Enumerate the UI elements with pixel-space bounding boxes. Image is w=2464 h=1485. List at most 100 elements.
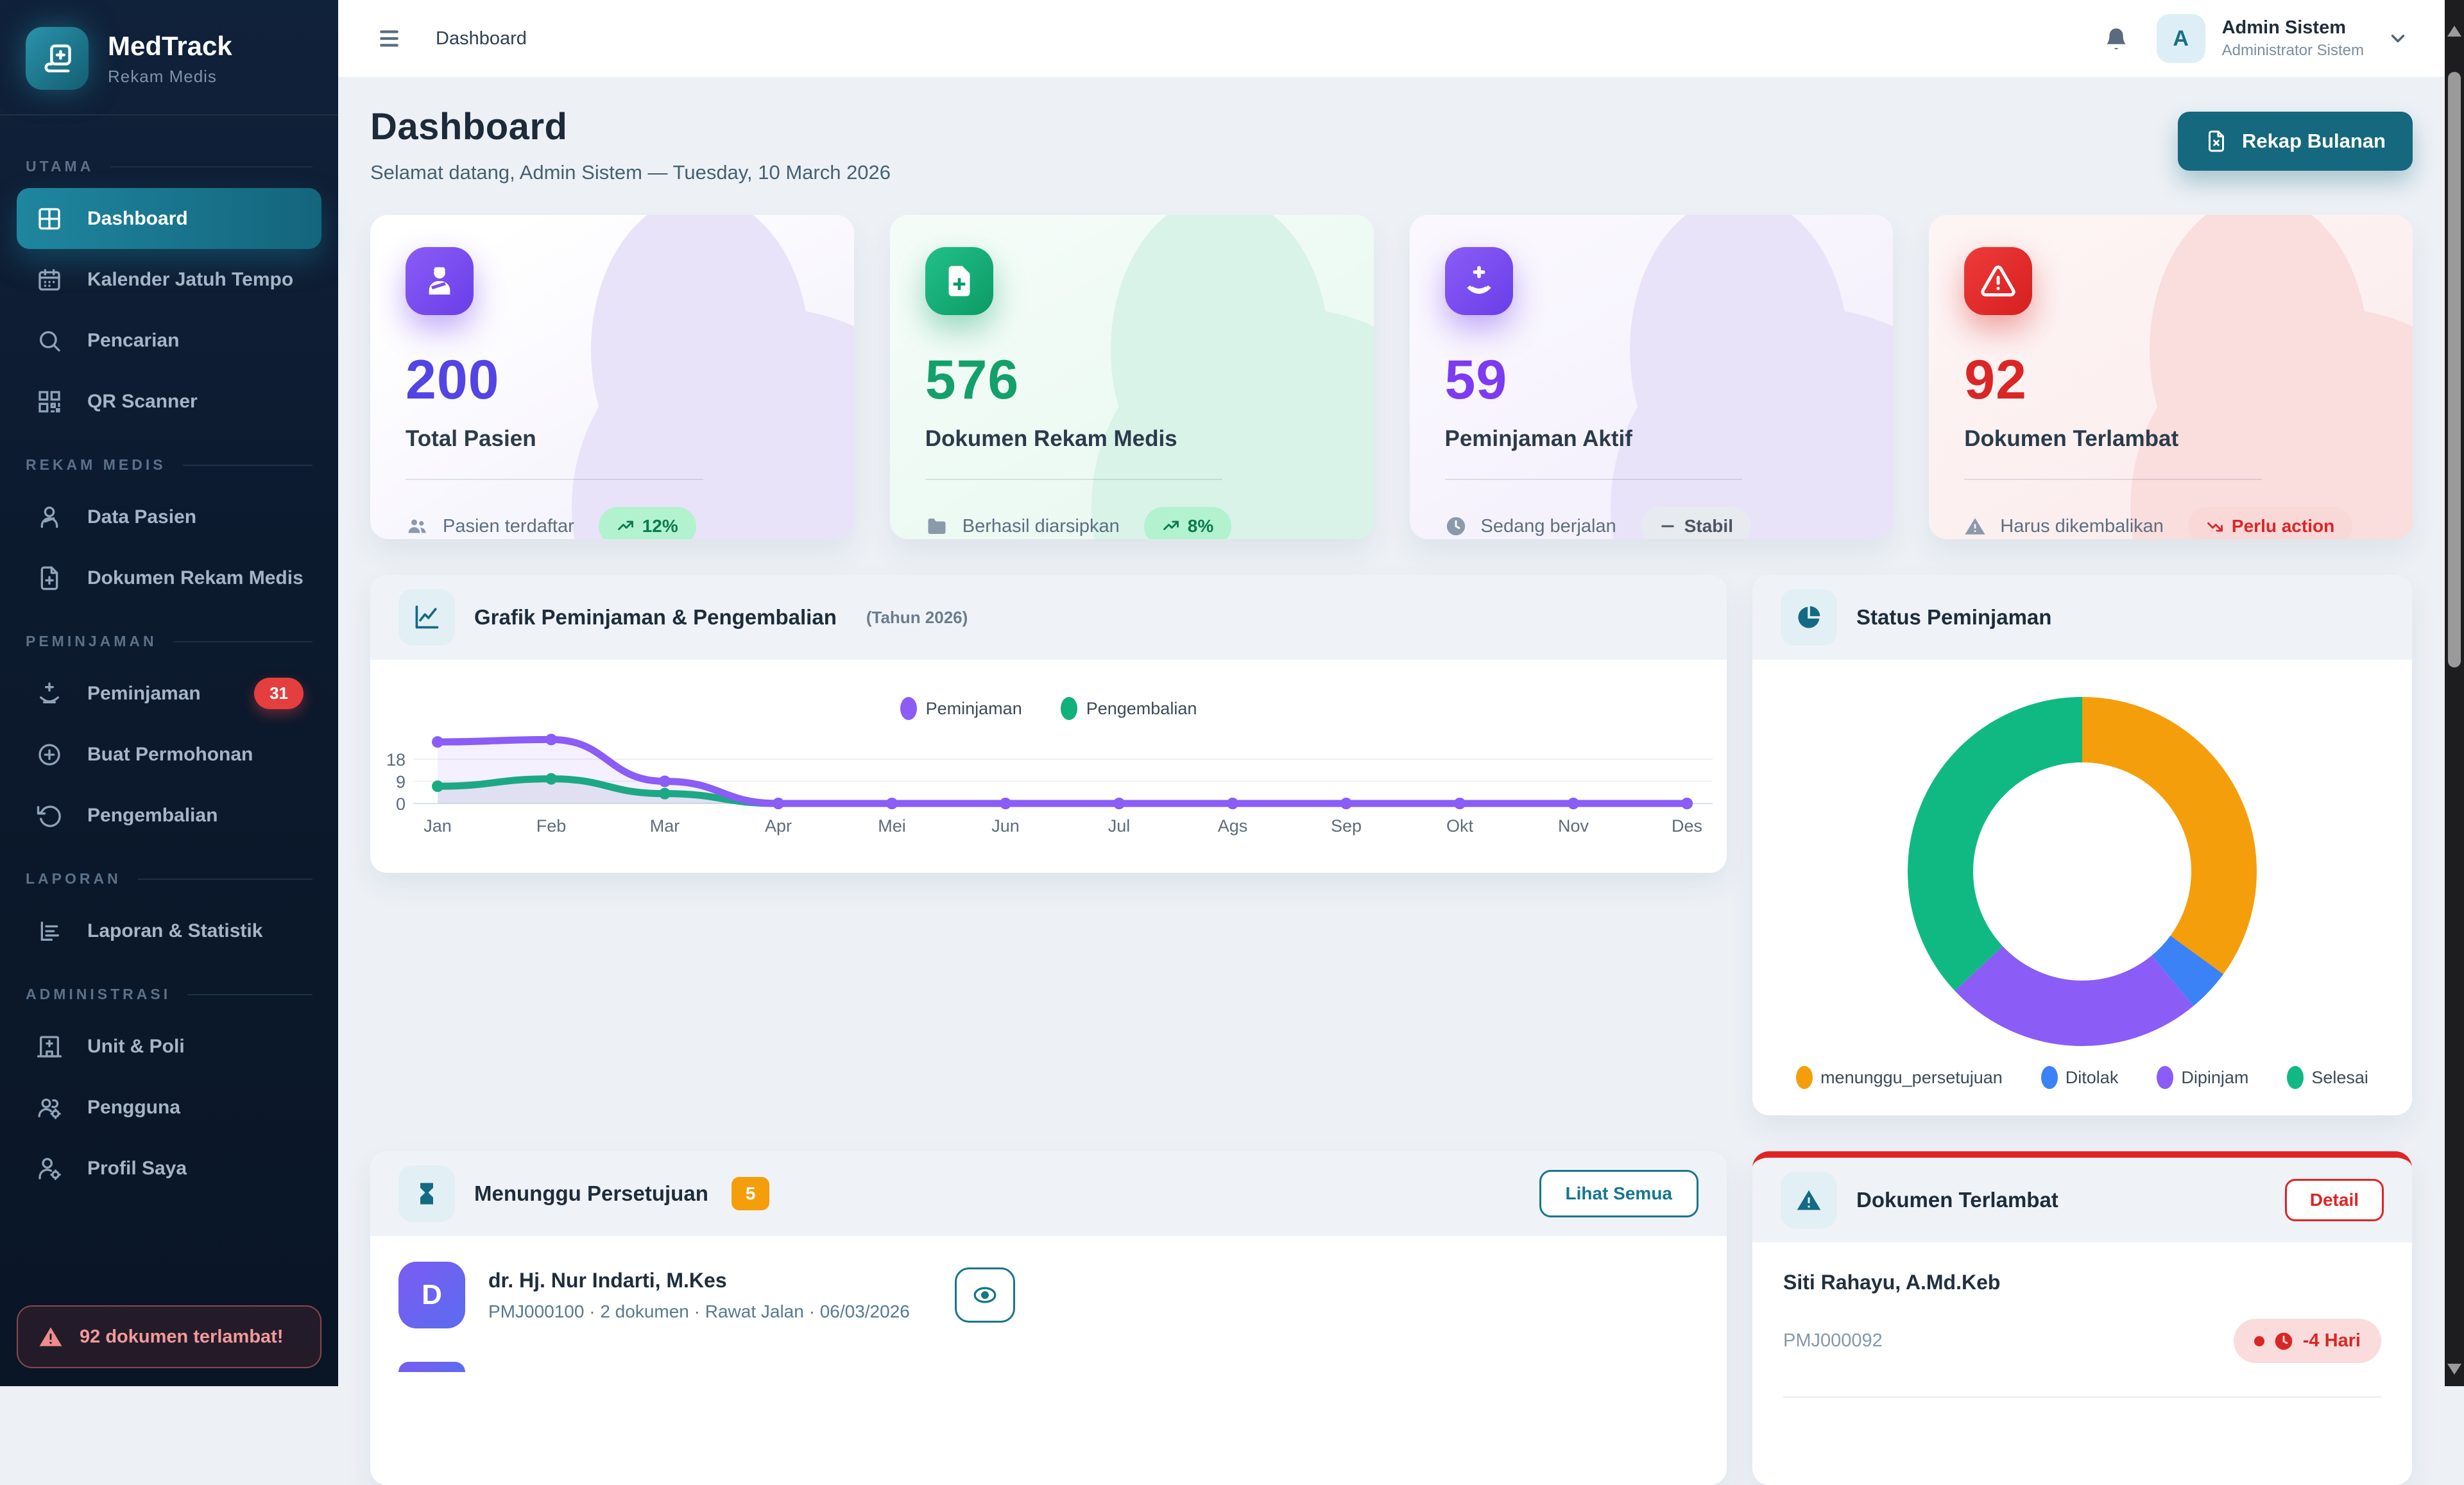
stat-footer-text: Pasien terdaftar	[443, 516, 574, 537]
legend-item: Selesai	[2287, 1066, 2368, 1089]
user-menu[interactable]: A Admin Sistem Administrator Sistem	[2157, 14, 2409, 63]
hand-holding-plus-icon	[35, 681, 64, 707]
breadcrumb: Dashboard	[436, 28, 527, 49]
section-label-laporan: LAPORAN	[26, 870, 312, 888]
file-plus-icon	[925, 247, 993, 315]
legend-item: Ditolak	[2041, 1066, 2119, 1089]
section-label-utama: UTAMA	[26, 158, 312, 175]
eye-icon	[972, 1282, 998, 1308]
sidebar-item-dashboard[interactable]: Dashboard	[17, 188, 321, 249]
sidebar-item-label: Buat Permohonan	[87, 744, 253, 766]
next-list-item-avatar	[398, 1362, 465, 1372]
legend-item: menunggu_persetujuan	[1796, 1066, 2003, 1089]
line-chart-card: Grafik Peminjaman & Pengembalian (Tahun …	[370, 575, 1727, 873]
stable-badge: Stabil	[1641, 507, 1751, 539]
menu-icon[interactable]	[378, 25, 405, 52]
scroll-up-arrow-icon[interactable]	[2447, 26, 2461, 37]
users-gear-icon	[35, 1095, 64, 1120]
plus-circle-icon	[35, 742, 64, 768]
sidebar-item-label: Data Pasien	[87, 506, 196, 528]
file-medical-icon	[35, 565, 64, 591]
sidebar-item-buat-permohonan[interactable]: Buat Permohonan	[17, 724, 321, 785]
legend-item: Pengembalian	[1061, 697, 1197, 720]
stat-label: Dokumen Rekam Medis	[925, 426, 1339, 452]
vertical-scrollbar[interactable]	[2445, 0, 2464, 1386]
request-meta: PMJ000100 · 2 dokumen · Rawat Jalan · 06…	[488, 1301, 910, 1322]
clock-icon	[2273, 1331, 2294, 1352]
overdue-list-item[interactable]: Siti Rahayu, A.Md.Keb PMJ000092 -4 Hari	[1752, 1242, 2412, 1398]
sidebar-item-profil-saya[interactable]: Profil Saya	[17, 1138, 321, 1199]
stat-card-dokumen-terlambat: 92 Dokumen Terlambat Harus dikembalikan …	[1929, 215, 2413, 539]
donut-chart-card: Status Peminjaman menunggu_persetujuan Di…	[1752, 575, 2412, 1115]
search-icon	[35, 328, 64, 354]
file-export-icon	[2205, 130, 2228, 153]
report-icon	[35, 918, 64, 944]
brand: MedTrack Rekam Medis	[0, 0, 338, 114]
svg-text:9: 9	[396, 773, 406, 792]
overdue-days-badge: -4 Hari	[2234, 1319, 2381, 1363]
divider	[1964, 479, 2262, 480]
scroll-down-arrow-icon[interactable]	[2447, 1364, 2461, 1375]
sidebar-overdue-alert[interactable]: 92 dokumen terlambat!	[17, 1305, 321, 1368]
sidebar-item-peminjaman[interactable]: Peminjaman 31	[17, 663, 321, 724]
users-icon	[406, 515, 429, 538]
sidebar-item-label: Peminjaman	[87, 683, 201, 705]
sidebar-item-laporan-statistik[interactable]: Laporan & Statistik	[17, 900, 321, 961]
sidebar-item-label: Dashboard	[87, 208, 188, 230]
topbar: Dashboard A Admin Sistem Administrator S…	[338, 0, 2445, 77]
lihat-semua-button[interactable]: Lihat Semua	[1539, 1170, 1698, 1217]
sidebar-item-pencarian[interactable]: Pencarian	[17, 310, 321, 371]
dot-icon	[2254, 1336, 2264, 1346]
chart-subtitle: (Tahun 2026)	[866, 608, 968, 628]
stat-card-peminjaman-aktif: 59 Peminjaman Aktif Sedang berjalan Stab…	[1410, 215, 1894, 539]
alert-text: 92 dokumen terlambat!	[80, 1326, 283, 1348]
borrower-name: Siti Rahayu, A.Md.Keb	[1783, 1271, 2381, 1294]
app-logo-icon	[26, 27, 89, 90]
view-request-button[interactable]	[955, 1267, 1015, 1323]
section-label-rekam-medis: REKAM MEDIS	[26, 456, 312, 474]
chart-title: Status Peminjaman	[1856, 605, 2051, 630]
sidebar-item-dokumen-rekam-medis[interactable]: Dokumen Rekam Medis	[17, 547, 321, 608]
detail-button[interactable]: Detail	[2285, 1179, 2384, 1221]
sidebar-item-label: Profil Saya	[87, 1158, 187, 1180]
svg-text:Feb: Feb	[536, 816, 567, 836]
divider	[1445, 479, 1743, 480]
svg-text:Apr: Apr	[765, 816, 792, 836]
warning-icon	[38, 1325, 63, 1349]
sidebar-item-pengembalian[interactable]: Pengembalian	[17, 785, 321, 846]
stat-label: Peminjaman Aktif	[1445, 426, 1858, 452]
hourglass-icon	[398, 1165, 455, 1222]
approval-list-item[interactable]: D dr. Hj. Nur Indarti, M.Kes PMJ000100 ·…	[370, 1236, 1727, 1328]
svg-text:Jan: Jan	[424, 816, 452, 836]
donut-chart	[1752, 660, 2412, 1054]
sidebar-item-pengguna[interactable]: Pengguna	[17, 1077, 321, 1138]
user-name: Admin Sistem	[2222, 17, 2364, 39]
stat-value: 59	[1445, 348, 1858, 412]
peminjaman-count-badge: 31	[254, 678, 304, 709]
hospital-icon	[35, 1034, 64, 1060]
avatar: D	[398, 1262, 465, 1328]
sidebar: MedTrack Rekam Medis UTAMA Dashboard Kal…	[0, 0, 338, 1386]
sidebar-item-unit-poli[interactable]: Unit & Poli	[17, 1016, 321, 1077]
divider	[406, 479, 703, 480]
section-label-peminjaman: PEMINJAMAN	[26, 633, 312, 650]
folder-icon	[925, 515, 948, 538]
sidebar-item-kalender[interactable]: Kalender Jatuh Tempo	[17, 249, 321, 310]
stat-label: Total Pasien	[406, 426, 819, 452]
trend-up-icon	[1162, 517, 1180, 535]
stat-value: 92	[1964, 348, 2377, 412]
sidebar-item-qr-scanner[interactable]: QR Scanner	[17, 371, 321, 432]
rekap-bulanan-button[interactable]: Rekap Bulanan	[2178, 112, 2413, 171]
svg-text:18: 18	[386, 750, 406, 769]
qr-code-icon	[35, 389, 64, 415]
bell-icon[interactable]	[2103, 25, 2130, 52]
divider	[1783, 1396, 2381, 1398]
stat-footer-text: Sedang berjalan	[1481, 516, 1616, 537]
scrollbar-thumb[interactable]	[2448, 72, 2461, 667]
svg-text:Sep: Sep	[1331, 816, 1362, 836]
stat-card-total-pasien: 200 Total Pasien Pasien terdaftar 12%	[370, 215, 854, 539]
sidebar-item-data-pasien[interactable]: Data Pasien	[17, 486, 321, 547]
